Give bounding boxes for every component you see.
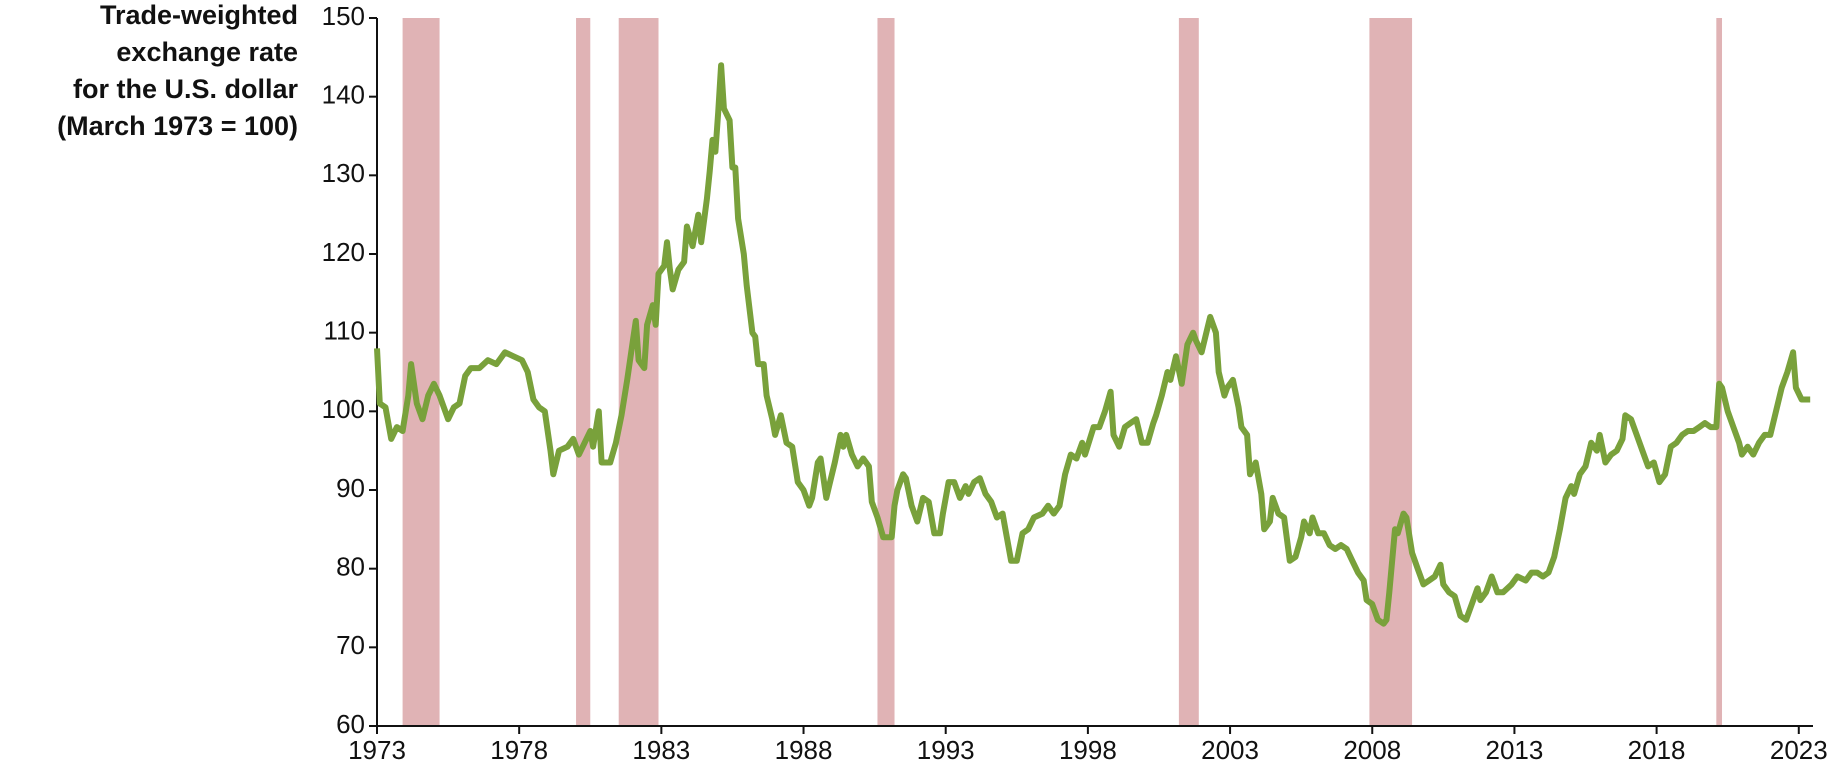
x-tick-label: 1993 <box>917 735 975 765</box>
y-label-line: (March 1973 = 100) <box>57 111 298 141</box>
x-tick-label: 1973 <box>348 735 406 765</box>
y-tick-label: 60 <box>336 709 365 739</box>
y-tick-label: 130 <box>322 158 365 188</box>
x-tick-label: 1988 <box>775 735 833 765</box>
y-tick-label: 110 <box>324 316 365 346</box>
y-label-line: for the U.S. dollar <box>73 74 299 104</box>
x-tick-label: 2023 <box>1770 735 1828 765</box>
recession-band <box>1716 18 1723 726</box>
y-tick-label: 80 <box>336 552 365 582</box>
recession-band <box>877 18 895 726</box>
y-tick-label: 100 <box>322 394 365 424</box>
x-tick-label: 2003 <box>1201 735 1259 765</box>
y-label-line: Trade-weighted <box>100 0 298 30</box>
y-tick-label: 90 <box>336 473 365 503</box>
y-tick-label: 140 <box>322 80 365 110</box>
x-tick-label: 1978 <box>490 735 548 765</box>
recession-band <box>618 18 659 726</box>
y-axis-label: Trade-weighted exchange rate for the U.S… <box>57 0 298 141</box>
y-label-line: exchange rate <box>116 37 298 67</box>
data-line <box>374 62 1811 627</box>
recession-band <box>576 18 591 726</box>
x-tick-label: 1998 <box>1059 735 1117 765</box>
x-tick-label: 2018 <box>1628 735 1686 765</box>
y-tick-label: 120 <box>322 237 365 267</box>
x-tick-label: 1983 <box>632 735 690 765</box>
y-tick-label: 70 <box>336 630 365 660</box>
x-tick-label: 2008 <box>1343 735 1401 765</box>
recession-band <box>1178 18 1199 726</box>
x-tick-label: 2013 <box>1486 735 1544 765</box>
y-tick-label: 150 <box>322 1 365 31</box>
